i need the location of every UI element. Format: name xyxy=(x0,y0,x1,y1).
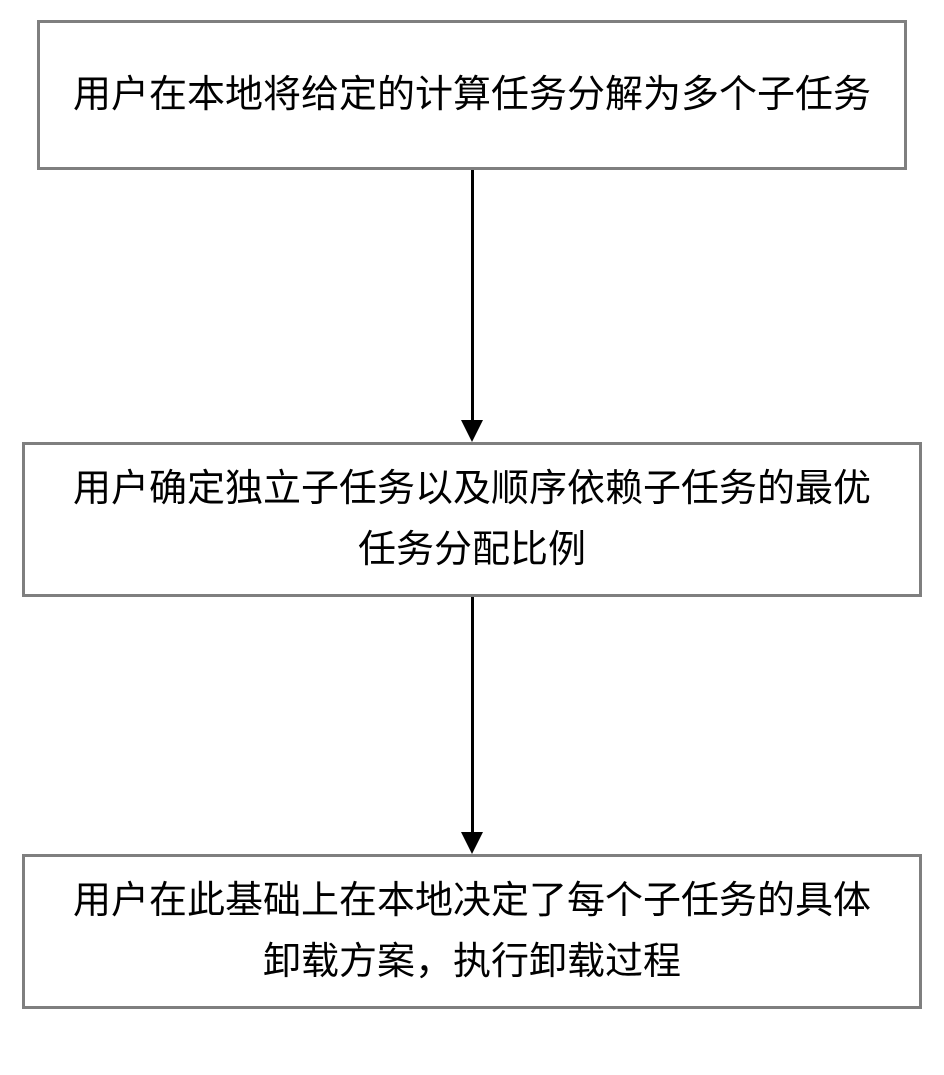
arrow-2-head xyxy=(461,832,483,854)
arrow-1-head xyxy=(461,420,483,442)
arrow-2 xyxy=(461,597,483,854)
flow-box-2: 用户确定独立子任务以及顺序依赖子任务的最优任务分配比例 xyxy=(22,442,922,597)
flow-box-3-text: 用户在此基础上在本地决定了每个子任务的具体卸载方案，执行卸载过程 xyxy=(55,871,889,993)
flow-box-3: 用户在此基础上在本地决定了每个子任务的具体卸载方案，执行卸载过程 xyxy=(22,854,922,1009)
flowchart-container: 用户在本地将给定的计算任务分解为多个子任务 用户确定独立子任务以及顺序依赖子任务… xyxy=(0,0,944,1075)
flow-box-1-text: 用户在本地将给定的计算任务分解为多个子任务 xyxy=(73,65,871,126)
flow-box-2-text: 用户确定独立子任务以及顺序依赖子任务的最优任务分配比例 xyxy=(55,459,889,581)
arrow-2-line xyxy=(471,597,474,832)
arrow-1 xyxy=(461,170,483,442)
flow-box-1: 用户在本地将给定的计算任务分解为多个子任务 xyxy=(37,20,907,170)
arrow-1-line xyxy=(471,170,474,420)
